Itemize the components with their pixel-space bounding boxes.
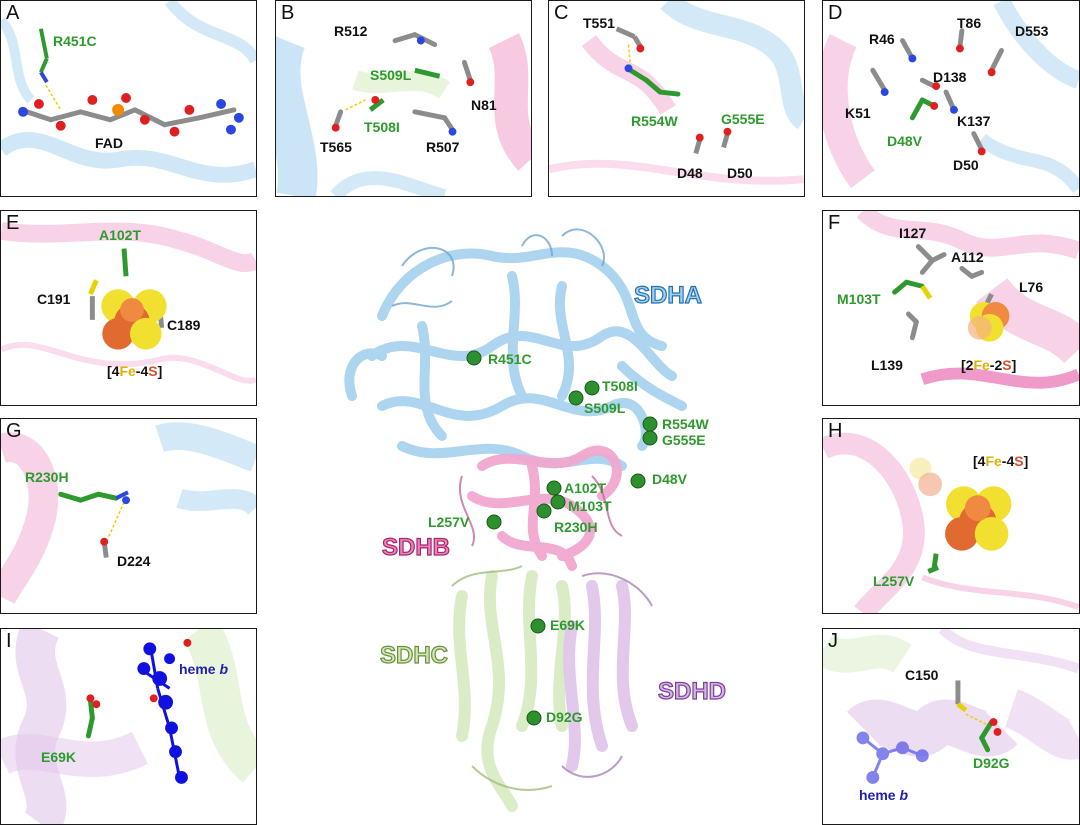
label-l76: L76 (1019, 279, 1044, 295)
mutation-label-d48v: D48V (652, 471, 688, 487)
label-i127: I127 (899, 225, 927, 241)
label-a102t: A102T (99, 227, 142, 243)
label-d48v: D48V (887, 133, 923, 149)
label-a112: A112 (951, 249, 984, 265)
chain-label-sdhb: SDHB (381, 533, 451, 561)
label-d48: D48 (677, 165, 703, 181)
mutation-label-t508i: T508I (602, 378, 638, 394)
label-heme-b-i: heme b (179, 661, 229, 677)
panel-e-structure (1, 221, 256, 384)
panel-e: E A102T C191 C189 [4Fe-4S] (0, 210, 257, 406)
panel-b: B R512 S509L N81 T508I T565 R507 (275, 0, 532, 197)
label-heme-b-j: heme b (859, 787, 909, 803)
panel-g-letter: G (6, 420, 22, 442)
panel-a-structure (1, 1, 256, 183)
panel-h-letter: H (828, 420, 843, 442)
panel-j-structure (823, 629, 1079, 784)
label-e69k: E69K (41, 749, 77, 765)
label-d50: D50 (727, 165, 753, 181)
panel-i-letter: I (6, 630, 12, 652)
panel-d-letter: D (828, 2, 843, 24)
label-t565: T565 (320, 139, 352, 155)
panel-f-structure (856, 211, 1079, 389)
mutation-label-a102t: A102T (564, 480, 607, 496)
chain-label-sdhd: SDHD (657, 677, 727, 705)
panel-g: G R230H D224 (0, 418, 257, 614)
label-d138: D138 (933, 69, 967, 85)
label-r451c: R451C (53, 33, 97, 49)
label-t86: T86 (957, 15, 982, 31)
panel-j: J C150 D92G heme b (822, 628, 1080, 825)
panel-d-structure (823, 1, 1079, 194)
panel-c-structure (549, 1, 804, 185)
mutation-label-g555e: G555E (662, 432, 706, 448)
label-r230h: R230H (25, 469, 69, 485)
label-s509l: S509L (370, 67, 412, 83)
panel-b-letter: B (281, 2, 295, 24)
panel-h: H L257V [4Fe-4S] (822, 418, 1080, 614)
panel-a: A R451C FAD (0, 0, 257, 197)
panel-a-letter: A (6, 2, 20, 24)
label-d92g: D92G (973, 755, 1010, 771)
label-d553: D553 (1015, 23, 1049, 39)
label-n81: N81 (471, 97, 497, 113)
label-fad: FAD (95, 135, 123, 151)
panel-c: C T551 R554W G555E D48 D50 (548, 0, 805, 197)
panel-b-structure (276, 32, 531, 196)
cluster-label-4fe4s-h: [4Fe-4S] (973, 453, 1029, 469)
label-c189: C189 (167, 317, 201, 333)
panel-f: F I127 A112 M103T L76 L139 [2Fe-2S] (822, 210, 1080, 406)
label-l257v: L257V (873, 573, 915, 589)
label-d50: D50 (953, 157, 979, 173)
label-k137: K137 (957, 113, 991, 129)
label-r554w: R554W (631, 113, 678, 129)
cluster-label-4fe4s: [4Fe-4S] (107, 363, 163, 379)
label-r507: R507 (426, 139, 460, 155)
panel-c-letter: C (554, 2, 569, 24)
label-t508i: T508I (364, 119, 400, 135)
chain-label-sdha: SDHA (633, 281, 703, 309)
panel-i-structure (1, 629, 256, 824)
label-d224: D224 (117, 553, 151, 569)
label-m103t: M103T (837, 291, 881, 307)
mutation-label-l257v: L257V (428, 514, 470, 530)
cluster-label-2fe2s: [2Fe-2S] (961, 357, 1017, 373)
panel-e-letter: E (6, 212, 20, 234)
mutation-label-e69k: E69K (550, 617, 586, 633)
panel-f-letter: F (828, 212, 841, 234)
mutation-label-d92g: D92G (546, 709, 583, 725)
mutation-label-s509l: S509L (584, 400, 626, 416)
complex-structure-svg (344, 228, 687, 812)
mutation-label-m103t: M103T (568, 498, 612, 514)
label-k51: K51 (845, 105, 871, 121)
label-c150: C150 (905, 667, 939, 683)
label-r512: R512 (334, 23, 368, 39)
mutation-label-r554w: R554W (662, 416, 709, 432)
panel-j-letter: J (828, 630, 838, 652)
label-g555e: G555E (721, 111, 765, 127)
label-r46: R46 (869, 31, 895, 47)
chain-label-sdhc: SDHC (379, 641, 449, 669)
panel-h-structure (823, 432, 1079, 613)
label-c191: C191 (37, 291, 71, 307)
panel-d: D R46 T86 D553 D138 K51 K137 D48V D50 (822, 0, 1080, 197)
mutation-label-r230h: R230H (554, 519, 598, 535)
panel-g-structure (1, 422, 256, 605)
label-l139: L139 (871, 357, 903, 373)
panel-i: I E69K heme b (0, 628, 257, 825)
label-t551: T551 (583, 15, 615, 31)
mutation-label-r451c: R451C (488, 351, 532, 367)
complex-structure: SDHA SDHB SDHC SDHD R451C T508I S509L R5… (262, 206, 817, 825)
